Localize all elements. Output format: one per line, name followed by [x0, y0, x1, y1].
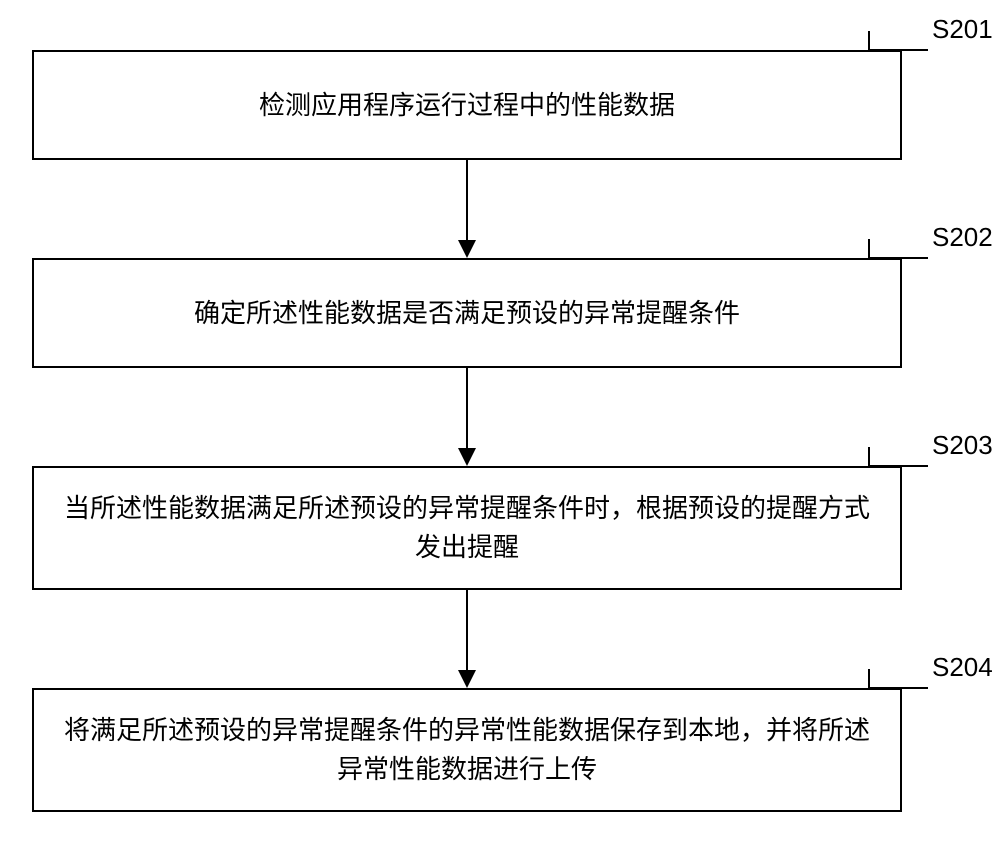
- step-box-s203: 当所述性能数据满足所述预设的异常提醒条件时，根据预设的提醒方式发出提醒: [32, 466, 902, 590]
- step-text-s204: 将满足所述预设的异常提醒条件的异常性能数据保存到本地，并将所述异常性能数据进行上…: [54, 711, 880, 789]
- step-box-s204: 将满足所述预设的异常提醒条件的异常性能数据保存到本地，并将所述异常性能数据进行上…: [32, 688, 902, 812]
- arrow-1: [452, 160, 482, 258]
- leader-line-s204: [868, 669, 928, 689]
- step-text-s202: 确定所述性能数据是否满足预设的异常提醒条件: [194, 294, 740, 333]
- step-text-s201: 检测应用程序运行过程中的性能数据: [259, 86, 675, 125]
- arrow-2: [452, 368, 482, 466]
- leader-line-s202: [868, 239, 928, 259]
- step-box-s201: 检测应用程序运行过程中的性能数据: [32, 50, 902, 160]
- step-box-s202: 确定所述性能数据是否满足预设的异常提醒条件: [32, 258, 902, 368]
- step-text-s203: 当所述性能数据满足所述预设的异常提醒条件时，根据预设的提醒方式发出提醒: [54, 489, 880, 567]
- step-label-s201: S201: [932, 14, 993, 45]
- step-label-s203: S203: [932, 430, 993, 461]
- leader-line-s203: [868, 447, 928, 467]
- step-label-s204: S204: [932, 652, 993, 683]
- arrow-3: [452, 590, 482, 688]
- step-label-s202: S202: [932, 222, 993, 253]
- leader-line-s201: [868, 31, 928, 51]
